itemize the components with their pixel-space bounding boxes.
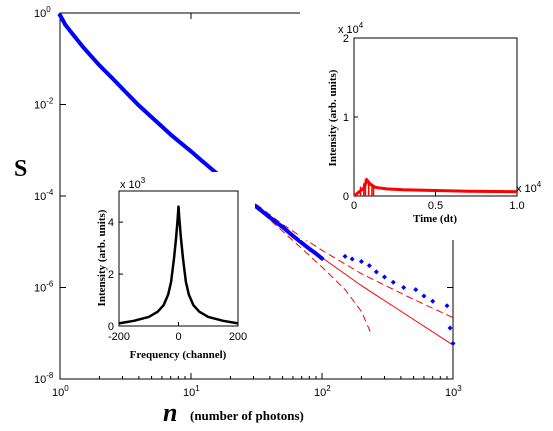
main-data-point <box>373 269 379 275</box>
main-x-tick-label: 102 <box>314 384 331 399</box>
main-bound-line <box>230 183 373 336</box>
main-data-point <box>259 208 265 214</box>
main-data-point <box>319 256 325 262</box>
inset-frequency-x-tick-label: 200 <box>229 331 247 343</box>
main-data-point <box>430 298 436 304</box>
main-data-point <box>313 251 319 257</box>
inset-frequency-y-multiplier: x 103 <box>120 176 146 191</box>
inset-time-background <box>300 0 553 240</box>
inset-time-y-axis-label: Intensity (arb. units) <box>327 69 339 166</box>
main-data-point <box>366 263 372 269</box>
main-data-point <box>450 340 456 346</box>
main-data-point <box>128 95 134 101</box>
main-series-group <box>57 12 456 346</box>
inset-time-x-tick-label: 0 <box>351 200 357 212</box>
inset-frequency-series-group <box>118 205 239 325</box>
main-y-axis-label: S <box>14 156 27 182</box>
inset-frequency-x-axis-label: Frequency (channel) <box>130 349 227 361</box>
main-data-point <box>120 86 126 92</box>
main-data-point <box>280 224 286 230</box>
main-data-point <box>149 114 155 120</box>
inset-time-y-tick-label: 2 <box>343 33 349 45</box>
main-y-tick-label: 100 <box>34 5 51 20</box>
main-data-point <box>290 233 296 239</box>
main-data-point <box>401 285 407 290</box>
main-data-point <box>421 293 427 299</box>
inset-time-x-tick-label: 0.5 <box>428 200 443 212</box>
main-data-point <box>299 240 305 246</box>
inset-time-y-multiplier: x 104 <box>338 21 364 36</box>
main-data-point <box>198 157 204 163</box>
main-data-dense-band <box>58 13 324 261</box>
main-data-point <box>159 124 165 130</box>
main-y-tick-label: 10-4 <box>34 188 54 203</box>
inset-frequency-y-tick-label: 0 <box>108 321 114 333</box>
main-x-tick-label: 101 <box>183 384 200 399</box>
inset-time-y-tick-label: 1 <box>343 112 349 124</box>
main-y-tick-label: 10-6 <box>34 280 54 295</box>
main-data-point <box>80 44 86 50</box>
main-bound-line <box>230 183 454 319</box>
inset-time-y-tick-label: 0 <box>343 191 349 203</box>
inset-time-x-ticks: 0 0.5 1.0 <box>351 192 525 212</box>
inset-time-x-multiplier: x 104 <box>516 180 542 195</box>
main-x-tick-label: 103 <box>445 384 462 399</box>
main-data-point <box>382 274 388 280</box>
main-y-tick-label: 10-8 <box>34 371 54 386</box>
inset-frequency-x-tick-label: -200 <box>108 331 130 343</box>
main-data-point <box>444 303 450 309</box>
main-data-point <box>413 287 419 293</box>
main-data-point <box>349 256 355 262</box>
main-data-point <box>342 253 348 259</box>
main-data-point <box>447 325 453 331</box>
inset-frequency-y-axis-label: Intensity (arb. units) <box>96 209 108 306</box>
main-data-point <box>136 103 142 109</box>
main-data-point <box>306 246 312 252</box>
inset-frequency-y-tick-label: 2 <box>108 269 114 281</box>
inset-frequency-background <box>85 172 255 370</box>
main-data-point <box>72 34 78 40</box>
main-y-tick-label: 10-2 <box>34 97 54 112</box>
main-data-point <box>109 75 115 81</box>
inset-frequency-series-line <box>118 205 239 325</box>
inset-frequency-x-tick-label: 0 <box>175 331 181 343</box>
main-data-point <box>168 132 174 138</box>
main-data-point <box>67 28 73 34</box>
inset-time-series-line <box>353 177 518 198</box>
main-data-point <box>358 259 364 265</box>
inset-frequency-chart: -200 0 200 024 x 103 Frequency (channel) I… <box>85 172 255 370</box>
main-data-point <box>267 214 273 220</box>
inset-time-x-tick-label: 1.0 <box>509 200 524 212</box>
inset-frequency-y-tick-label: 4 <box>108 217 114 229</box>
main-data-point <box>87 52 93 58</box>
main-data-point <box>188 148 194 154</box>
inset-time-x-axis-label: Time (dt) <box>413 213 457 225</box>
main-data-point <box>96 62 102 68</box>
main-x-axis-symbol: n <box>163 398 177 427</box>
inset-time-chart: 0 0.5 1.0 0 1 2 x 104 x 104 Time (dt) Intens… <box>300 0 553 240</box>
main-data-point <box>175 138 181 144</box>
main-data-point <box>60 17 66 23</box>
main-x-tick-label: 100 <box>52 384 69 399</box>
main-data-point <box>57 12 63 18</box>
main-x-axis-text: (number of photons) <box>190 408 304 423</box>
inset-time-series-group <box>353 177 518 198</box>
inset-frequency-y-ticks: 0 2 4 <box>108 217 123 333</box>
main-data-point <box>62 22 68 28</box>
main-data-point <box>390 279 396 285</box>
